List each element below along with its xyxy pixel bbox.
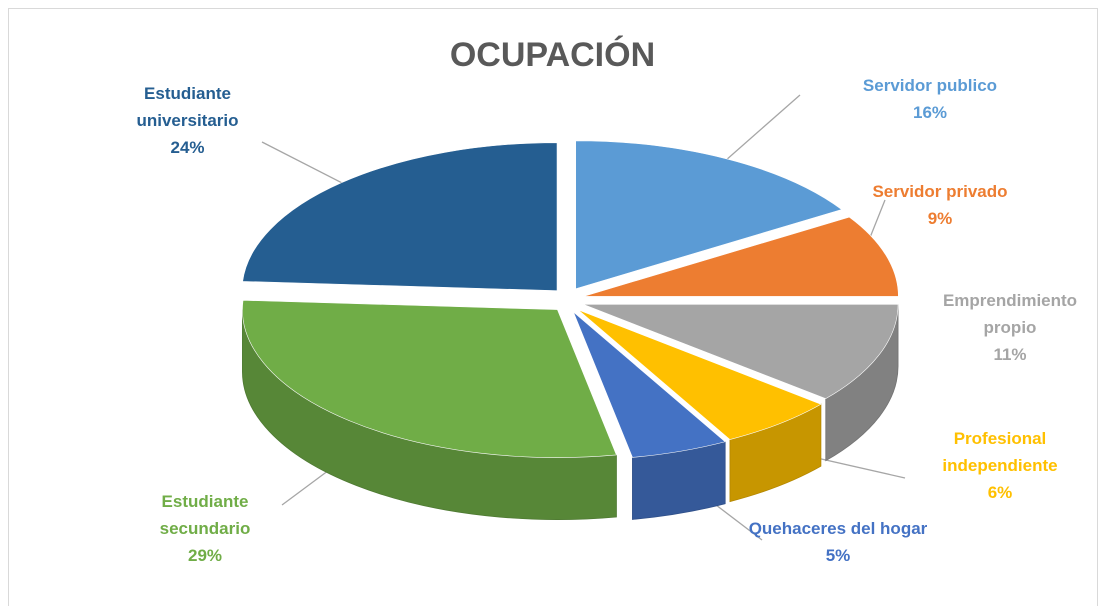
data-label: Estudiante secundario 29% [130,488,280,569]
label-value: 5% [825,546,851,565]
slice [242,142,558,291]
label-name: Servidor privado [872,182,1008,201]
slice [242,300,617,458]
label-name: Estudiante universitario [136,84,239,130]
chart-title: OCUPACIÓN [449,36,656,74]
slice [582,304,899,400]
label-value: 24% [170,138,205,157]
label-name: Estudiante secundario [159,492,251,538]
slice [575,140,843,290]
label-value: 6% [987,483,1013,502]
label-value: 16% [912,103,948,122]
label-value: 29% [187,546,223,565]
label-value: 9% [927,209,953,228]
data-label: Servidor publico 16% [830,72,1030,126]
data-label: Quehaceres del hogar 5% [748,515,928,569]
leader-line [714,94,801,170]
slice [578,309,822,440]
data-label: Emprendimiento propio 11% [935,287,1085,368]
slice [573,311,726,458]
label-name: Profesional independiente [942,429,1058,475]
label-value: 11% [993,345,1027,364]
label-name: Servidor publico [862,76,998,95]
data-label: Servidor privado 9% [855,178,1025,232]
label-name: Emprendimiento propio [942,291,1078,337]
data-label: Estudiante universitario 24% [105,80,270,161]
label-name: Quehaceres del hogar [748,519,928,538]
slice [583,216,899,297]
data-label: Profesional independiente 6% [905,425,1095,506]
chart-frame [8,8,1098,606]
